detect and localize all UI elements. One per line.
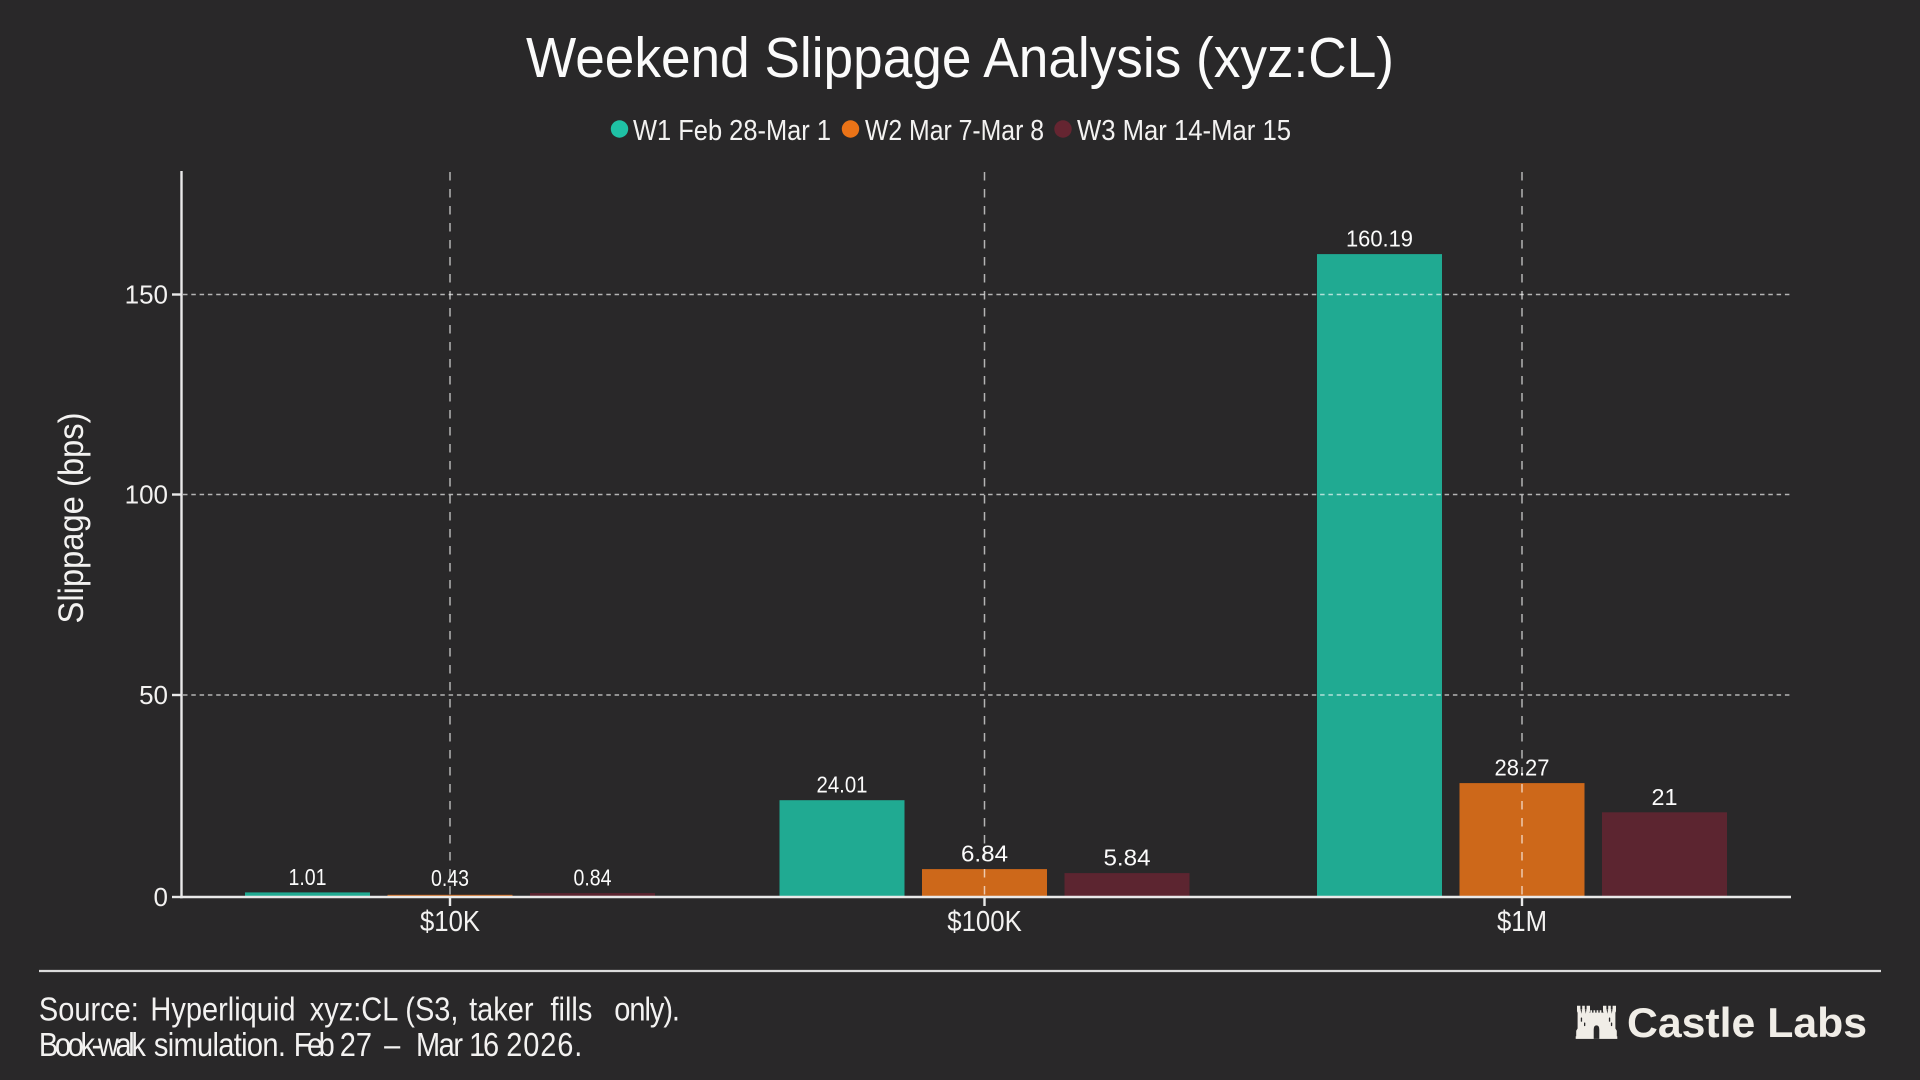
svg-text:Book-walk: Book-walk <box>39 1026 146 1063</box>
svg-text:5.84: 5.84 <box>1104 845 1151 871</box>
svg-text:only).: only). <box>614 991 680 1028</box>
svg-text:16: 16 <box>469 1026 499 1063</box>
svg-text:100: 100 <box>125 480 168 510</box>
svg-text:24.01: 24.01 <box>817 772 868 798</box>
svg-text:Mar: Mar <box>416 1026 463 1063</box>
svg-text:W3 Mar 14-Mar 15: W3 Mar 14-Mar 15 <box>1077 115 1291 147</box>
svg-text:27: 27 <box>340 1026 372 1063</box>
svg-text:160.19: 160.19 <box>1346 226 1413 252</box>
svg-text:28.27: 28.27 <box>1495 755 1550 781</box>
svg-text:(S3,: (S3, <box>405 991 458 1028</box>
svg-text:Source:: Source: <box>39 991 139 1028</box>
svg-text:Slippage (bps): Slippage (bps) <box>52 413 91 624</box>
svg-text:fills: fills <box>551 991 593 1028</box>
svg-text:Castle Labs: Castle Labs <box>1627 999 1867 1046</box>
svg-text:50: 50 <box>139 680 168 710</box>
svg-text:taker: taker <box>469 991 533 1028</box>
svg-text:xyz:CL: xyz:CL <box>310 991 399 1028</box>
svg-text:0.43: 0.43 <box>431 865 469 891</box>
svg-text:$100K: $100K <box>947 906 1022 938</box>
svg-text:0: 0 <box>154 882 168 912</box>
svg-text:6.84: 6.84 <box>961 841 1008 867</box>
svg-text:–: – <box>384 1026 401 1063</box>
svg-text:W2 Mar 7-Mar 8: W2 Mar 7-Mar 8 <box>865 115 1044 147</box>
svg-text:2026.: 2026. <box>506 1026 582 1063</box>
svg-text:Hyperliquid: Hyperliquid <box>150 991 295 1028</box>
svg-text:Feb: Feb <box>294 1026 335 1063</box>
svg-text:0.84: 0.84 <box>574 865 612 891</box>
svg-text:21: 21 <box>1652 784 1678 810</box>
svg-text:1.01: 1.01 <box>289 864 327 890</box>
svg-text:$10K: $10K <box>420 906 481 938</box>
svg-text:Weekend Slippage Analysis (xyz: Weekend Slippage Analysis (xyz:CL) <box>526 26 1394 90</box>
svg-text:150: 150 <box>125 280 168 310</box>
svg-text:W1 Feb 28-Mar 1: W1 Feb 28-Mar 1 <box>633 115 831 147</box>
svg-text:$1M: $1M <box>1497 906 1547 938</box>
svg-text:simulation.: simulation. <box>154 1026 286 1063</box>
